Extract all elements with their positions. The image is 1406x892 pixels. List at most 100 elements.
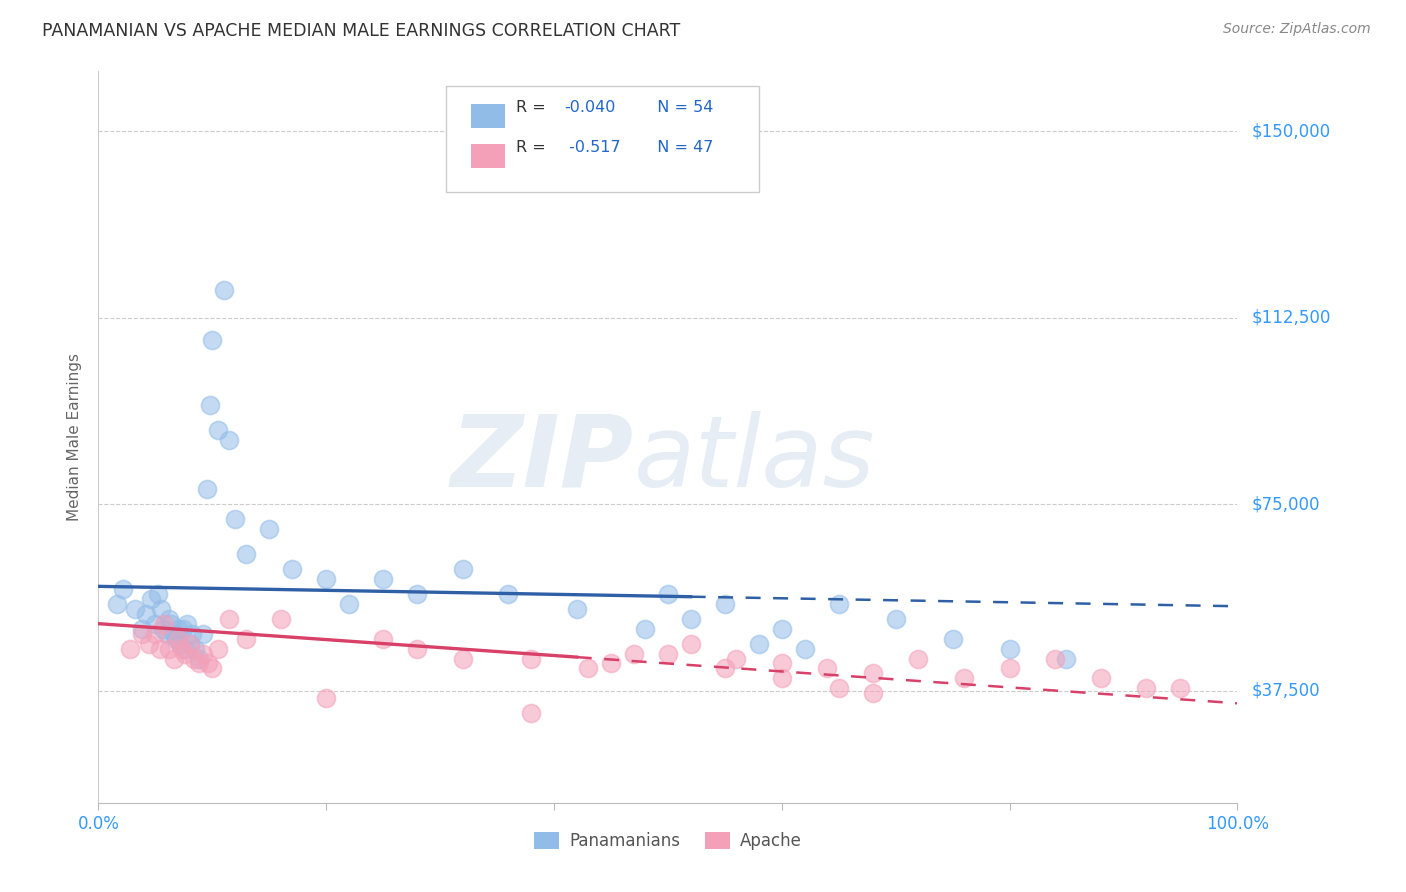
Point <box>131 626 153 640</box>
Point <box>770 672 793 686</box>
Text: $150,000: $150,000 <box>1251 122 1330 140</box>
Point <box>195 483 218 497</box>
Point <box>172 622 194 636</box>
Text: N = 54: N = 54 <box>647 100 714 115</box>
Point <box>201 333 224 347</box>
Point <box>218 612 240 626</box>
Point <box>174 641 197 656</box>
Point <box>187 651 209 665</box>
Point <box>259 522 281 536</box>
Point <box>138 636 160 650</box>
Point <box>371 572 394 586</box>
Point <box>165 632 187 646</box>
Point <box>998 661 1021 675</box>
Point <box>176 616 198 631</box>
Point <box>120 641 142 656</box>
Point <box>679 612 702 626</box>
Point <box>1054 651 1078 665</box>
Point <box>281 562 304 576</box>
Point <box>1170 681 1192 696</box>
Point <box>212 283 235 297</box>
Point <box>793 641 815 656</box>
Text: ZIP: ZIP <box>451 410 634 508</box>
Point <box>169 636 191 650</box>
Point <box>315 572 337 586</box>
Point <box>179 636 201 650</box>
Point <box>406 587 429 601</box>
Point <box>623 647 645 661</box>
Legend: Panamanians, Apache: Panamanians, Apache <box>527 825 808 856</box>
Point <box>748 636 770 650</box>
Point <box>1135 681 1157 696</box>
Point <box>953 672 976 686</box>
Point <box>218 433 240 447</box>
Point <box>657 587 679 601</box>
Point <box>828 597 851 611</box>
Point <box>152 622 174 636</box>
Point <box>828 681 851 696</box>
Point <box>235 547 257 561</box>
Point <box>451 651 474 665</box>
Point <box>124 601 146 615</box>
Point <box>520 651 543 665</box>
Point <box>145 626 167 640</box>
Point <box>135 607 157 621</box>
Point <box>207 641 229 656</box>
Text: atlas: atlas <box>634 410 876 508</box>
Point <box>679 636 702 650</box>
Text: Source: ZipAtlas.com: Source: ZipAtlas.com <box>1223 22 1371 37</box>
Point <box>406 641 429 656</box>
Point <box>657 647 679 661</box>
Point <box>998 641 1021 656</box>
Point <box>201 661 224 675</box>
Point <box>162 626 184 640</box>
Point <box>725 651 748 665</box>
Point <box>576 661 599 675</box>
Text: $112,500: $112,500 <box>1251 309 1330 326</box>
Point <box>131 622 153 636</box>
Point <box>157 641 180 656</box>
Point <box>1090 672 1112 686</box>
Point <box>371 632 394 646</box>
Point <box>150 601 173 615</box>
Text: $75,000: $75,000 <box>1251 495 1320 513</box>
Point <box>198 398 221 412</box>
Point <box>149 641 172 656</box>
Text: PANAMANIAN VS APACHE MEDIAN MALE EARNINGS CORRELATION CHART: PANAMANIAN VS APACHE MEDIAN MALE EARNING… <box>42 22 681 40</box>
Point <box>180 626 202 640</box>
Y-axis label: Median Male Earnings: Median Male Earnings <box>67 353 83 521</box>
Point <box>184 641 207 656</box>
Point <box>157 612 180 626</box>
Point <box>815 661 838 675</box>
Point <box>565 601 588 615</box>
Point <box>174 647 197 661</box>
Point <box>498 587 520 601</box>
Point <box>600 657 623 671</box>
Point <box>714 597 737 611</box>
Point <box>167 632 190 646</box>
Bar <box>471 145 505 169</box>
Point <box>862 666 884 681</box>
Point <box>146 587 169 601</box>
Point <box>451 562 474 576</box>
Point <box>224 512 246 526</box>
Text: R =: R = <box>516 140 551 155</box>
Point <box>270 612 292 626</box>
Point <box>193 647 215 661</box>
Point <box>197 657 219 671</box>
Point <box>235 632 257 646</box>
Bar <box>471 103 505 128</box>
Point <box>770 657 793 671</box>
Point <box>1043 651 1066 665</box>
Point <box>907 651 929 665</box>
Point <box>112 582 135 596</box>
Point <box>315 691 337 706</box>
FancyBboxPatch shape <box>446 86 759 192</box>
Point <box>634 622 657 636</box>
Point <box>162 651 184 665</box>
Point <box>179 636 201 650</box>
Text: R =: R = <box>516 100 551 115</box>
Text: $37,500: $37,500 <box>1251 681 1320 700</box>
Point <box>156 626 179 640</box>
Point <box>207 423 229 437</box>
